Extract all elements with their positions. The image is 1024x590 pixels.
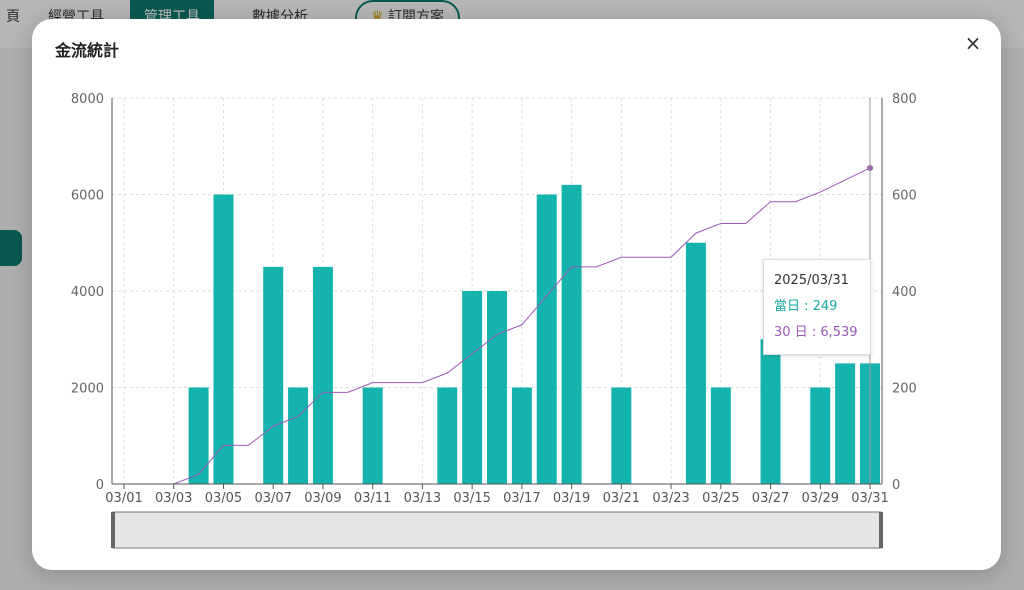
chart-tooltip: 2025/03/31 當日 : 249 30 日 : 6,539: [763, 259, 871, 355]
x-tick-label: 03/31: [851, 491, 888, 506]
tooltip-cumulative-value: 30 日 : 6,539: [774, 325, 858, 340]
y-left-tick-label: 4000: [71, 285, 104, 300]
x-tick-label: 03/29: [802, 491, 839, 506]
bar-03-27: [760, 339, 781, 484]
cashflow-modal: 金流統計 × 0 2000 4000 6000 8000 0 200 400 600 800 03/…: [32, 19, 1001, 570]
bar-03-08: [288, 387, 309, 484]
y-right-tick-label: 200: [892, 382, 917, 397]
y-right-tick-label: 600: [892, 189, 917, 204]
x-tick-label: 03/19: [553, 491, 590, 506]
tooltip-date: 2025/03/31: [774, 273, 849, 288]
bar-03-24: [685, 242, 706, 484]
tooltip-daily-value: 當日 : 249: [774, 299, 838, 314]
bar-03-21: [611, 387, 632, 484]
y-left-tick-label: 8000: [71, 92, 104, 107]
close-button[interactable]: ×: [961, 31, 985, 55]
background-side-chip: [0, 230, 22, 266]
x-tick-label: 03/11: [354, 491, 391, 506]
bar-03-18: [536, 194, 557, 484]
cumulative-line: [124, 167, 871, 485]
bar-03-11: [362, 387, 383, 484]
x-tick-label: 03/13: [404, 491, 441, 506]
bar-03-25: [710, 387, 731, 484]
x-tick-label: 03/23: [652, 491, 689, 506]
data-zoom-handle-right[interactable]: [879, 512, 883, 548]
bar-03-14: [437, 387, 458, 484]
y-left-tick-label: 0: [96, 478, 104, 493]
x-tick-label: 03/27: [752, 491, 789, 506]
bar-03-07: [263, 266, 284, 484]
bar-03-15: [462, 291, 483, 484]
close-icon: ×: [964, 31, 982, 55]
bar-03-09: [312, 266, 333, 484]
x-tick-label: 03/03: [155, 491, 192, 506]
x-tick-label: 03/21: [603, 491, 640, 506]
x-tick-label: 03/07: [254, 491, 291, 506]
y-right-tick-label: 0: [892, 478, 900, 493]
bar-03-16: [487, 291, 507, 484]
x-tick-label: 03/01: [105, 491, 142, 506]
bar-03-04: [188, 387, 209, 484]
x-tick-label: 03/09: [304, 491, 341, 506]
data-zoom-handle-left[interactable]: [111, 512, 115, 548]
bg-tab-home: 頁: [6, 9, 20, 25]
bar-03-29: [810, 387, 831, 484]
y-right-tick-label: 800: [892, 92, 917, 107]
y-right-tick-label: 400: [892, 285, 917, 300]
x-tick-label: 03/15: [453, 491, 490, 506]
bar-03-30: [835, 363, 856, 484]
x-tick-label: 03/05: [205, 491, 242, 506]
bar-03-05: [213, 194, 234, 484]
cashflow-chart: 0 2000 4000 6000 8000 0 200 400 600 800 03/01 03/03…: [71, 92, 917, 549]
data-zoom-slider[interactable]: [112, 511, 882, 549]
modal-title: 金流統計: [55, 41, 120, 60]
x-tick-label: 03/25: [702, 491, 739, 506]
y-left-tick-label: 6000: [71, 189, 104, 204]
bar-03-19: [561, 184, 582, 484]
x-tick-label: 03/17: [503, 491, 540, 506]
y-left-tick-label: 2000: [71, 382, 104, 397]
bar-03-17: [511, 387, 532, 484]
